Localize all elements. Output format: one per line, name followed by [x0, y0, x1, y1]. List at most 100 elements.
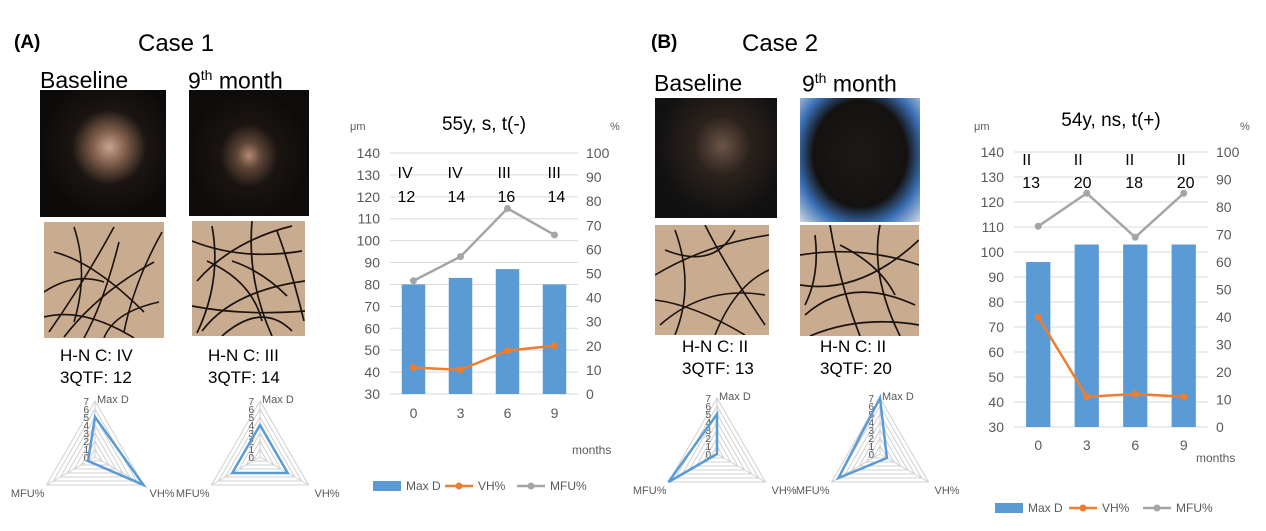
month-label-1: 9th month [188, 67, 283, 94]
series-point-vh [1083, 393, 1091, 401]
bar-max-d [448, 277, 473, 394]
series-line-mfu [412, 206, 556, 282]
x-tick-label: 3 [457, 405, 465, 421]
left-tick-label: 110 [358, 211, 381, 227]
radar-grid-ring [238, 431, 282, 470]
x-tick-label: 0 [1034, 437, 1042, 453]
radar-spoke [259, 456, 309, 486]
right-tick-label: 20 [586, 338, 602, 354]
right-axis-unit: % [610, 121, 620, 133]
left-tick-label: 60 [988, 344, 1004, 360]
left-tick-label: 100 [357, 233, 381, 249]
baseline-hnc-1: H-N C: IV [60, 346, 133, 365]
annotation-hnc: II [1022, 152, 1031, 169]
radar-axis-label-maxd: Max D [719, 391, 751, 403]
left-tick-label: 90 [364, 255, 380, 271]
right-tick-label: 80 [586, 193, 602, 209]
panel-letter-a: (A) [14, 32, 41, 53]
hair-shafts-graphic [800, 225, 919, 336]
x-tick-label: 9 [551, 405, 559, 421]
series-point-vh [1131, 390, 1139, 398]
radar-value-polygon [835, 393, 889, 481]
legend-entry: Max D [406, 479, 441, 493]
radar-grid-ring [45, 399, 145, 486]
right-tick-label: 10 [586, 362, 602, 378]
radar-axis-label-mfu: MFU% [11, 488, 45, 500]
x-axis-label: months [572, 443, 611, 457]
radar-tick-label: 0 [868, 450, 874, 461]
radar-axis-label-maxd: Max D [882, 391, 914, 403]
right-tick-label: 70 [586, 217, 602, 233]
month-qtf-2: 3QTF: 20 [820, 359, 892, 378]
left-tick-label: 110 [982, 219, 1005, 235]
legend-swatch-marker [1153, 504, 1161, 512]
right-tick-label: 30 [1216, 337, 1232, 353]
x-tick-label: 0 [410, 405, 418, 421]
panel-letter-b: (B) [651, 32, 678, 53]
radar-tick-label: 0 [83, 453, 89, 464]
annotation-qtf: 20 [1074, 175, 1092, 192]
radar-tick-label: 4 [83, 421, 89, 432]
radar-tick-label: 3 [83, 429, 89, 440]
right-tick-label: 90 [586, 169, 602, 185]
radar-axis-label-mfu: MFU% [176, 488, 210, 500]
radar-tick-label: 7 [83, 397, 89, 408]
bar-max-d [495, 269, 520, 394]
series-point-mfu [410, 277, 417, 285]
scalp-photo-month-2 [800, 98, 920, 222]
hair-shafts-graphic [655, 225, 769, 335]
annotation-hnc: IV [398, 165, 413, 182]
annotation-qtf: 12 [398, 189, 416, 206]
radar-grid-ring [844, 413, 916, 475]
series-point-vh [1034, 313, 1042, 321]
combo-chart-case-1: 55y, s, t(-)μm %3040506070809010011012013… [350, 114, 620, 493]
baseline-hnc-2: H-N C: II [682, 337, 749, 356]
x-tick-label: 6 [504, 405, 512, 421]
annotation-qtf: 20 [1177, 175, 1195, 192]
radar-grid-ring [695, 428, 739, 467]
series-line-vh [1037, 316, 1184, 399]
radar-tick-label: 3 [248, 429, 254, 440]
left-tick-label: 130 [981, 169, 1005, 185]
case-title-2: Case 2 [742, 30, 819, 57]
series-point-vh [551, 342, 558, 350]
legend-entry: MFU% [1176, 501, 1213, 515]
radar-grid-ring [59, 416, 131, 478]
baseline-label-1: Baseline [40, 67, 129, 93]
chart-title: 54y, ns, t(+) [1061, 112, 1160, 131]
x-tick-label: 9 [1180, 437, 1188, 453]
radar-tick-label: 1 [705, 442, 711, 453]
x-tick-label: 6 [1131, 437, 1139, 453]
series-point-mfu [457, 253, 464, 261]
right-tick-label: 90 [1216, 172, 1232, 188]
radar-axis-label-vh: VH% [771, 485, 796, 497]
dermoscopy-photo-baseline-2 [655, 225, 769, 335]
annotation-qtf: 16 [498, 189, 516, 206]
series-point-mfu [1180, 189, 1188, 197]
radar-tick-label: 3 [868, 426, 874, 437]
legend-swatch-marker [1079, 504, 1087, 512]
month-hnc-1: H-N C: III [208, 346, 279, 365]
radar-value-polygon [667, 410, 719, 484]
month-qtf-1: 3QTF: 14 [208, 368, 280, 387]
radar-grid-ring [709, 444, 725, 459]
scalp-photo-baseline-1 [40, 90, 166, 217]
legend-swatch-bar [995, 503, 1023, 513]
dermoscopy-photo-month-2 [800, 225, 919, 336]
series-point-vh [1180, 393, 1188, 401]
series-point-mfu [1131, 233, 1139, 241]
right-tick-label: 40 [1216, 309, 1232, 325]
radar-axis-label-maxd: Max D [97, 394, 129, 406]
radar-axis-label-vh: VH% [149, 488, 174, 500]
bar-max-d [401, 284, 426, 394]
radar-tick-label: 6 [705, 402, 711, 413]
radar-tick-label: 6 [248, 405, 254, 416]
radar-tick-label: 2 [705, 434, 711, 445]
left-tick-label: 140 [981, 144, 1005, 160]
right-tick-label: 50 [586, 266, 602, 282]
legend-entry: VH% [1102, 501, 1130, 515]
right-tick-label: 60 [586, 241, 602, 257]
radar-tick-label: 7 [868, 394, 874, 405]
